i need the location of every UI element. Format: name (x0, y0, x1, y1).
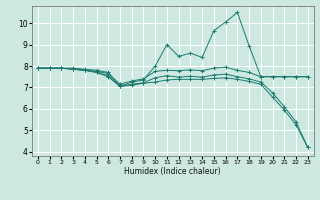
X-axis label: Humidex (Indice chaleur): Humidex (Indice chaleur) (124, 167, 221, 176)
